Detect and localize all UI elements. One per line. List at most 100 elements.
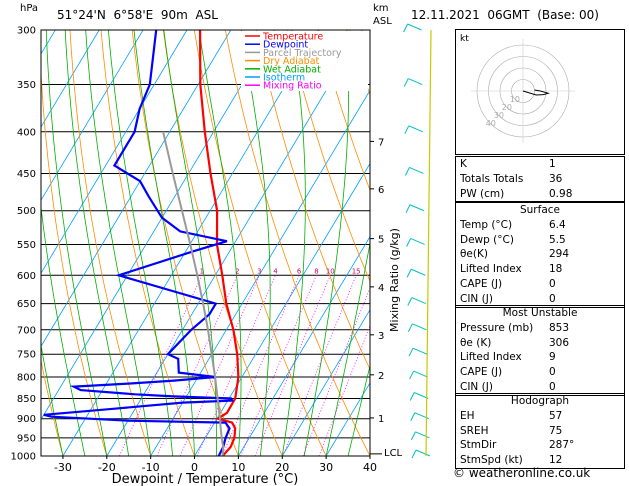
most-unstable-label: Lifted Index <box>460 351 522 364</box>
mixing-ratio-label: 2 <box>235 267 239 275</box>
most-unstable-label: CAPE (J) <box>460 366 503 379</box>
dry-adiabat-line <box>69 30 152 456</box>
dry-adiabat-line <box>162 30 283 456</box>
km-tick-label: 1 <box>378 414 384 425</box>
most-unstable-row: CAPE (J) 0 <box>456 365 624 380</box>
wet-adiabat-line <box>85 30 152 456</box>
asl-unit-label: ASL <box>373 16 392 27</box>
surface-row: Lifted Index 18 <box>456 262 624 277</box>
pressure-tick-label: 600 <box>17 271 36 282</box>
dry-adiabat-line <box>100 30 195 456</box>
km-tick-label: 6 <box>378 185 384 196</box>
isotherm-line <box>238 235 370 456</box>
hodograph-table-value: 287° <box>549 439 575 452</box>
hodograph-table-row: StmDir 287° <box>456 438 624 453</box>
mixing-ratio-label: 4 <box>273 267 278 275</box>
mixing-ratio-line <box>196 275 276 456</box>
pressure-tick-label: 650 <box>17 299 36 310</box>
mixing-ratio-line <box>240 275 317 456</box>
legend-label: Temperature <box>262 32 323 43</box>
hodograph-table-value: 57 <box>549 409 563 422</box>
wind-barb-flag <box>405 204 411 213</box>
wind-barb-flag <box>406 238 412 247</box>
surface-label: Temp (°C) <box>460 218 513 231</box>
surface-row: Dewp (°C) 5.5 <box>456 233 624 248</box>
wet-adiabat-line <box>347 364 370 456</box>
mixing-ratio-line <box>302 286 370 456</box>
most-unstable-value: 853 <box>549 321 570 334</box>
dry-adiabat-line <box>41 358 64 456</box>
isotherm-line <box>281 309 370 456</box>
dry-adiabat-line <box>41 67 108 456</box>
hodograph-table-value: 75 <box>549 424 563 437</box>
most-unstable-label: CIN (J) <box>460 380 493 393</box>
wind-barb-staff <box>407 23 422 31</box>
surface-table: Surface Temp (°C) 6.4 Dewp (°C) 5.5 θe(K) 294… <box>455 202 625 308</box>
pressure-tick-label: 700 <box>17 325 36 336</box>
wet-adiabat-line <box>41 343 64 456</box>
surface-row: Temp (°C) 6.4 <box>456 218 624 233</box>
hodograph-table-row: EH 57 <box>456 409 624 424</box>
surface-title: Surface <box>519 204 560 216</box>
mixing-ratio-axis-title: Mixing Ratio (g/kg) <box>388 228 401 332</box>
wet-adiabat-line <box>163 30 217 456</box>
legend-label: Parcel Trajectory <box>263 48 342 59</box>
most-unstable-row: Lifted Index 9 <box>456 350 624 365</box>
pressure-tick-label: 400 <box>17 127 36 138</box>
wind-barb-staff <box>409 167 424 174</box>
surface-value: 0 <box>549 292 556 305</box>
wet-adiabat-line <box>198 30 242 456</box>
location-label: 51°24'N 6°58'E 90m ASL <box>57 8 218 22</box>
x-tick-label: 20 <box>275 461 289 474</box>
dry-adiabat-line <box>131 30 239 456</box>
km-unit-label: km <box>373 3 389 14</box>
hodograph-table-row: StmSpd (kt) 12 <box>456 453 624 468</box>
mixing-ratio-line <box>179 275 260 456</box>
profile-parcel-trajectory <box>162 131 225 456</box>
wet-adiabat-line <box>107 30 173 456</box>
most-unstable-value: 306 <box>549 336 570 349</box>
wind-barb-staff <box>411 297 426 305</box>
surface-value: 294 <box>549 248 570 261</box>
hodograph-ring-label: 30 <box>494 111 504 120</box>
most-unstable-row: θe (K) 306 <box>456 336 624 351</box>
surface-row: CIN (J) 0 <box>456 292 624 307</box>
wind-barb-staff <box>408 125 423 133</box>
surface-label: Lifted Index <box>460 263 522 276</box>
hodograph-trace <box>522 89 551 96</box>
mixing-ratio-label: 15 <box>352 267 361 275</box>
km-tick-label: 5 <box>378 235 384 246</box>
mixing-ratio-line <box>221 275 300 456</box>
wet-adiabat-line <box>281 30 306 456</box>
wind-barb-flag <box>404 125 410 135</box>
isotherm-line <box>41 30 144 201</box>
index-value: 36 <box>549 172 563 185</box>
wet-adiabat-line <box>45 30 108 456</box>
mixing-ratio-line <box>282 275 357 456</box>
wind-barb-flag <box>403 23 409 33</box>
km-tick-label: 3 <box>378 331 384 342</box>
hodograph-ring-label: 20 <box>502 103 512 112</box>
wind-barb-flag <box>406 269 412 278</box>
surface-value: 6.4 <box>549 218 566 231</box>
mixing-ratio-line <box>119 275 203 456</box>
x-tick-label: -10 <box>142 461 160 474</box>
wind-barb-staff <box>415 449 431 457</box>
hodograph-unit-label: kt <box>460 34 469 44</box>
datetime-label: 12.11.2021 06GMT (Base: 00) <box>411 8 599 22</box>
surface-row: CAPE (J) 0 <box>456 277 624 292</box>
surface-value: 0 <box>549 277 556 290</box>
most-unstable-value: 9 <box>549 351 556 364</box>
legend-label: Dry Adiabat <box>263 56 320 67</box>
pressure-tick-label: 800 <box>17 373 36 384</box>
km-tick-label: 7 <box>378 137 384 148</box>
x-tick-label: 0 <box>191 461 198 474</box>
wind-barb-staff <box>411 268 426 276</box>
surface-value: 18 <box>549 263 563 276</box>
x-tick-label: 30 <box>319 461 333 474</box>
pressure-tick-label: 350 <box>17 80 36 91</box>
index-value: 1 <box>549 158 556 170</box>
km-tick-label: 2 <box>378 371 384 382</box>
x-axis-title: Dewpoint / Temperature (°C) <box>112 472 299 486</box>
